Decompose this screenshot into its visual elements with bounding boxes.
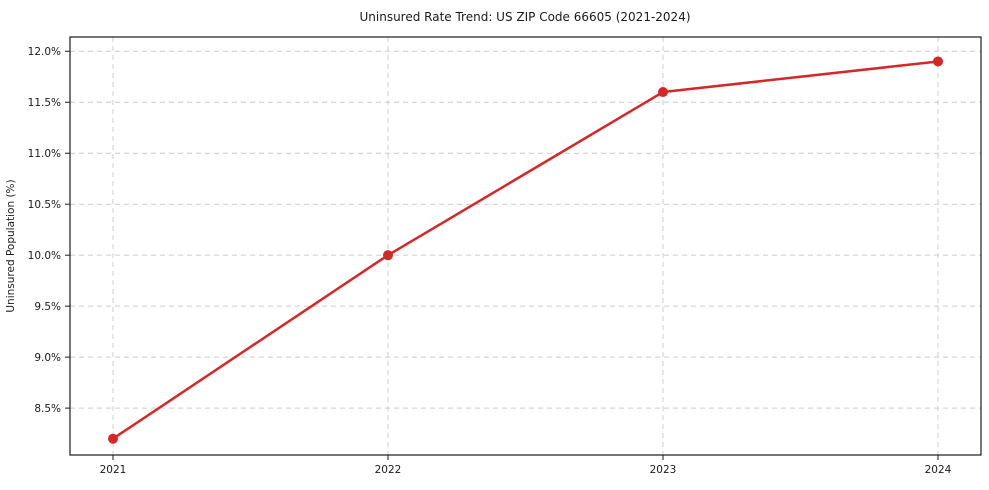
y-tick-label: 9.5%	[34, 301, 61, 313]
x-tick-label: 2023	[650, 464, 677, 476]
x-tick-label: 2021	[100, 464, 127, 476]
axes: 8.5% 9.0% 9.5% 10.0% 10.5% 11.0% 11.5% 12.0% 202…	[28, 36, 982, 476]
data-point-marker	[108, 433, 118, 444]
data-point-marker	[658, 87, 668, 98]
x-tick-label: 2022	[375, 464, 402, 476]
y-axis-label: Uninsured Population (%)	[5, 179, 17, 312]
y-tick-label: 12.0%	[28, 46, 61, 58]
chart-title: Uninsured Rate Trend: US ZIP Code 66605 …	[359, 10, 690, 24]
y-tick-label: 9.0%	[34, 352, 61, 364]
y-tick-label: 8.5%	[34, 403, 61, 415]
plot-border	[69, 36, 982, 456]
y-tick-label: 11.5%	[28, 97, 61, 109]
data-point-marker	[933, 56, 943, 67]
y-tick-label: 10.0%	[28, 250, 61, 262]
data-point-marker	[383, 250, 393, 261]
trend-line	[111, 60, 940, 440]
y-tick-label: 10.5%	[28, 199, 61, 211]
x-tick-label: 2024	[925, 464, 952, 476]
y-tick-label: 11.0%	[28, 148, 61, 160]
data-series	[108, 56, 943, 444]
gridlines	[70, 37, 981, 455]
